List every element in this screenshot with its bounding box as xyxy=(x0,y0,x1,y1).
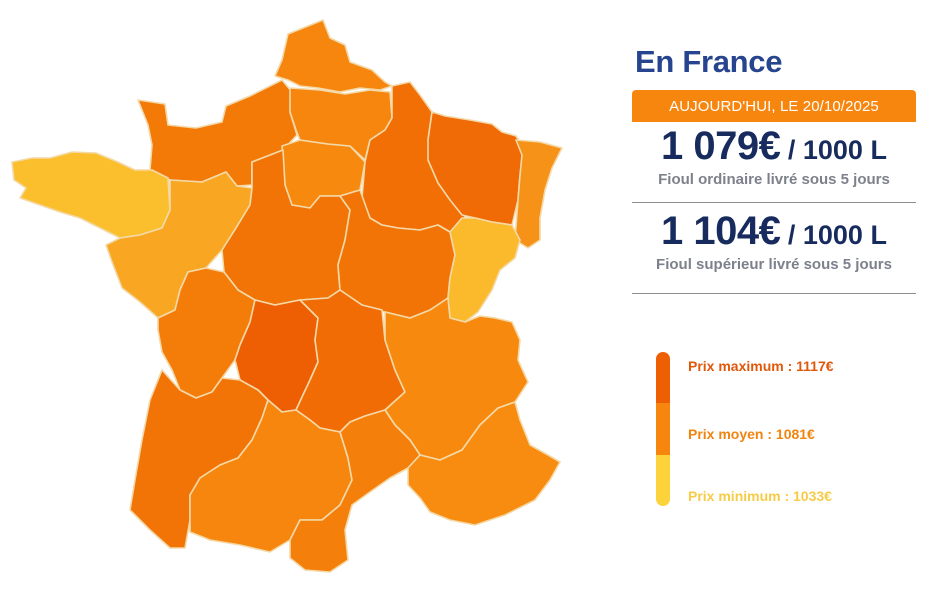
region-paca[interactable] xyxy=(407,401,561,526)
legend-color-bar xyxy=(656,352,670,506)
price-description: Fioul ordinaire livré sous 5 jours xyxy=(658,171,890,188)
price-line: 1 104€ / 1000 L xyxy=(632,209,916,254)
legend-swatch-max xyxy=(656,352,670,404)
price-superior: 1 104€ / 1000 L Fioul supérieur livré so… xyxy=(632,203,916,273)
price-ordinary: 1 079€ / 1000 L Fioul ordinaire livré so… xyxy=(632,122,916,188)
legend-mean-label: Prix moyen : 1081€ xyxy=(688,426,815,442)
legend-min-label: Prix minimum : 1033€ xyxy=(688,488,832,504)
france-map-svg xyxy=(11,19,563,573)
region-bretagne[interactable] xyxy=(11,151,171,239)
divider xyxy=(632,293,916,294)
region-franche-comte[interactable] xyxy=(447,217,521,323)
panel-title: En France xyxy=(635,44,783,79)
legend-max-label: Prix maximum : 1117€ xyxy=(688,358,834,374)
region-languedoc-roussillon[interactable] xyxy=(289,409,421,573)
region-alsace[interactable] xyxy=(514,139,563,249)
region-hauts-de-france[interactable] xyxy=(274,19,393,93)
price-unit: / 1000 L xyxy=(780,135,887,165)
price-amount: 1 104€ xyxy=(661,209,781,253)
price-line: 1 079€ / 1000 L xyxy=(632,124,916,169)
legend-swatch-min xyxy=(656,454,670,506)
price-unit: / 1000 L xyxy=(780,220,887,250)
legend-swatch-mid xyxy=(656,403,670,455)
price-description: Fioul supérieur livré sous 5 jours xyxy=(656,256,892,273)
region-lorraine[interactable] xyxy=(427,111,525,226)
france-price-map xyxy=(11,19,563,573)
divider xyxy=(632,202,916,203)
price-amount: 1 079€ xyxy=(661,124,781,168)
price-panel: En France AUJOURD'HUI, LE 20/10/2025 1 0… xyxy=(632,44,916,294)
price-legend: Prix maximum : 1117€ Prix moyen : 1081€ … xyxy=(656,352,916,508)
date-banner: AUJOURD'HUI, LE 20/10/2025 xyxy=(632,90,916,122)
